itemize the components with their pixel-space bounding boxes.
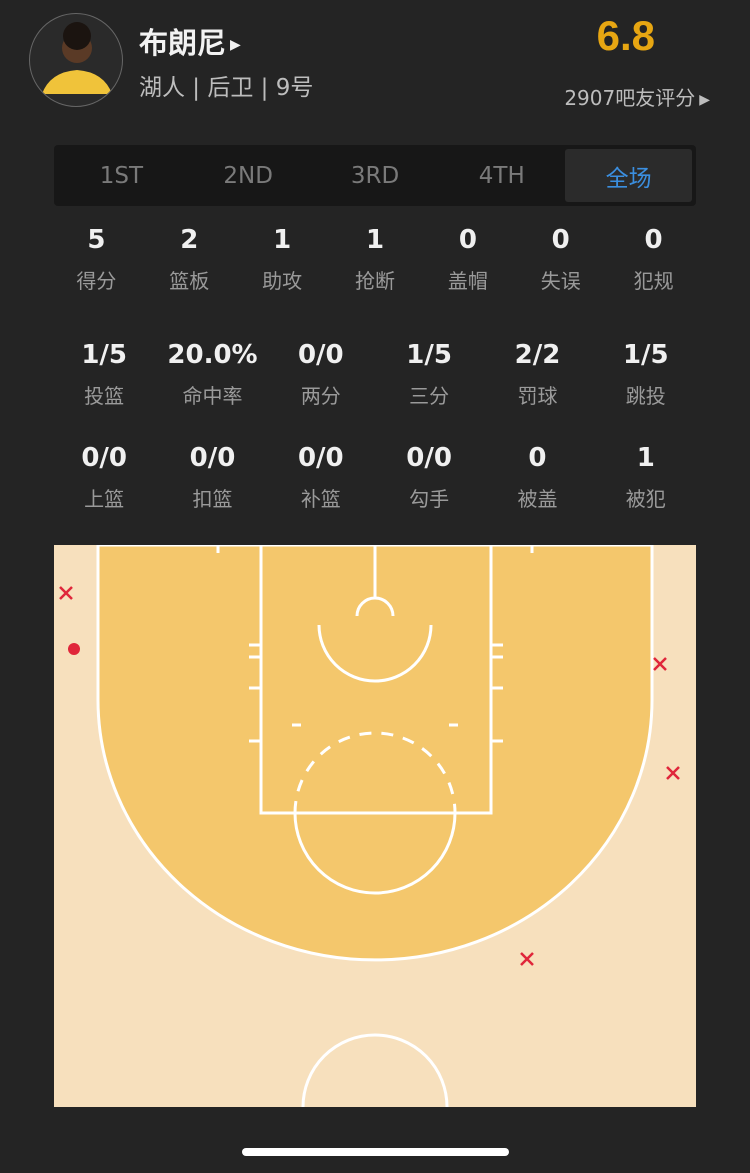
center-circle — [301, 1033, 449, 1107]
home-indicator[interactable] — [242, 1148, 509, 1156]
stat-value: 5 — [87, 225, 106, 255]
stat-item: 1 助攻 — [236, 225, 329, 294]
stat-label: 助攻 — [262, 269, 303, 293]
stat-item: 1 被犯 — [592, 443, 700, 512]
shot-made-marker — [68, 643, 80, 655]
player-rating: 6.8 — [596, 12, 655, 59]
stat-value: 0 — [644, 225, 663, 255]
stat-item: 0/0 勾手 — [375, 443, 483, 512]
stat-label: 犯规 — [633, 269, 674, 293]
stat-label: 被犯 — [625, 487, 666, 511]
stat-value: 0 — [528, 443, 547, 473]
shot-chart — [54, 545, 696, 1107]
stat-item: 0 盖帽 — [421, 225, 514, 294]
stat-value: 0/0 — [81, 443, 127, 473]
free-throw-circle-bottom — [293, 812, 457, 895]
stat-label: 扣篮 — [192, 487, 233, 511]
period-tabs: 1ST 2ND 3RD 4TH 全场 — [54, 145, 696, 206]
stat-label: 投篮 — [84, 384, 125, 408]
stat-label: 两分 — [300, 384, 341, 408]
stat-value: 0 — [458, 225, 477, 255]
stat-label: 篮板 — [169, 269, 210, 293]
stats-row-shot-types: 0/0 上篮 0/0 扣篮 0/0 补篮 0/0 勾手 0 被盖 1 被犯 — [50, 443, 700, 512]
tab-1st[interactable]: 1ST — [99, 162, 144, 189]
stat-item: 2 篮板 — [143, 225, 236, 294]
stat-label: 被盖 — [517, 487, 558, 511]
lane-hash-marks — [249, 643, 503, 743]
stat-item: 5 得分 — [50, 225, 143, 294]
stat-label: 抢断 — [355, 269, 395, 293]
shot-missed-marker — [666, 766, 680, 780]
stat-value: 0/0 — [297, 443, 344, 473]
stat-label: 三分 — [409, 384, 450, 408]
paint — [259, 545, 493, 815]
player-name[interactable]: 布朗尼 ▶ — [139, 20, 241, 62]
tab-3rd[interactable]: 3RD — [350, 162, 400, 189]
stat-label: 罚球 — [517, 384, 558, 408]
player-name-text: 布朗尼 — [139, 26, 227, 60]
tab-2nd[interactable]: 2ND — [223, 162, 273, 189]
stat-label: 上篮 — [84, 487, 125, 511]
stats-row-shooting: 1/5 投篮 20.0% 命中率 0/0 两分 1/5 三分 2/2 罚球 1/5 跳投 — [50, 340, 700, 409]
stat-item: 0/0 补篮 — [267, 443, 375, 512]
stat-item: 1/5 三分 — [375, 340, 483, 409]
stat-value: 1/5 — [406, 340, 452, 370]
stat-value: 2 — [180, 225, 199, 255]
top-marks — [216, 545, 534, 553]
stat-value: 1 — [273, 225, 292, 255]
shot-missed-marker — [653, 657, 667, 671]
stat-item: 0 被盖 — [483, 443, 591, 512]
stat-label: 得分 — [76, 269, 117, 293]
stat-item: 0/0 两分 — [267, 340, 375, 409]
caret-right-icon: ▶ — [699, 91, 710, 108]
tab-full-game[interactable]: 全场 — [565, 149, 692, 202]
stat-item: 20.0% 命中率 — [158, 340, 266, 409]
stat-value: 0/0 — [297, 340, 344, 370]
votes-text: 2907吧友评分 — [564, 86, 696, 110]
stat-value: 1 — [636, 443, 655, 473]
stat-item: 1/5 跳投 — [592, 340, 700, 409]
three-point-line — [96, 545, 654, 962]
stats-row-basic: 5 得分 2 篮板 1 助攻 1 抢断 0 盖帽 0 失误 0 犯规 — [50, 225, 700, 294]
restricted-arc — [317, 624, 433, 683]
stat-value: 1/5 — [81, 340, 127, 370]
stat-value: 1/5 — [622, 340, 669, 370]
stat-item: 0 犯规 — [607, 225, 700, 294]
player-info: 湖人 | 后卫 | 9号 — [139, 75, 314, 101]
stat-value: 0/0 — [406, 443, 452, 473]
stat-label: 命中率 — [182, 384, 243, 408]
shot-missed-marker — [520, 952, 534, 966]
stat-item: 1/5 投篮 — [50, 340, 158, 409]
stat-value: 2/2 — [514, 340, 561, 370]
tab-4th[interactable]: 4TH — [478, 162, 525, 189]
stat-value: 20.0% — [167, 340, 258, 370]
stat-value: 1 — [365, 225, 385, 255]
stat-value: 0 — [551, 225, 570, 255]
rating-votes-link[interactable]: 2907吧友评分 ▶ — [564, 82, 710, 111]
stat-item: 1 抢断 — [329, 225, 422, 294]
stat-item: 2/2 罚球 — [483, 340, 591, 409]
stat-item: 0 失误 — [514, 225, 607, 294]
stat-label: 勾手 — [409, 487, 450, 511]
shot-missed-marker — [59, 586, 73, 600]
stat-item: 0/0 上篮 — [50, 443, 158, 512]
stat-label: 跳投 — [625, 384, 666, 408]
caret-right-icon: ▶ — [230, 37, 241, 53]
stat-label: 失误 — [540, 269, 581, 293]
stat-item: 0/0 扣篮 — [158, 443, 266, 512]
stat-label: 盖帽 — [447, 269, 488, 293]
hoop — [355, 596, 395, 617]
stat-value: 0/0 — [189, 443, 236, 473]
player-avatar[interactable] — [29, 13, 123, 107]
stat-label: 补篮 — [300, 487, 341, 511]
